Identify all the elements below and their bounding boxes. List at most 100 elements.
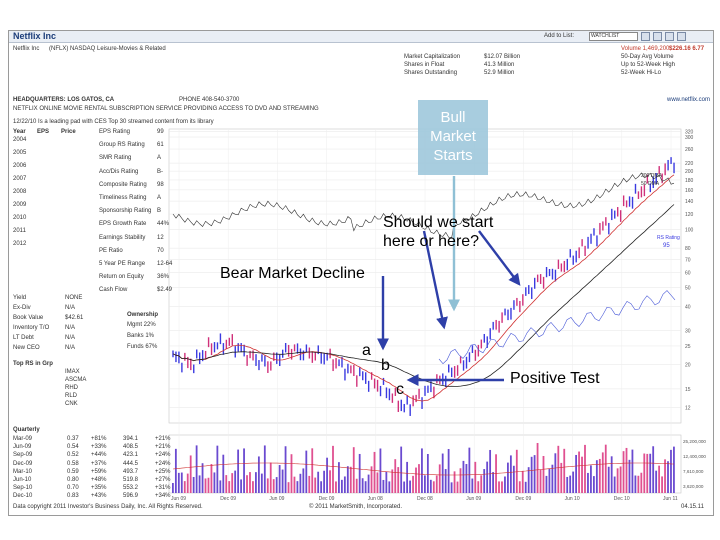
volume-bar (332, 445, 334, 493)
volume-bar (198, 475, 201, 493)
volume-bar (462, 460, 465, 493)
year-table-header: Price (61, 129, 76, 135)
volume-bar (364, 481, 367, 493)
volume-bar (320, 481, 323, 493)
volume-bar (382, 479, 385, 493)
volume-bar (545, 475, 548, 493)
footer-right: 04.15.11 (681, 504, 704, 510)
volume-bar (394, 459, 397, 493)
quarter-sales-change: +24% (155, 460, 171, 467)
volume-bar (625, 447, 628, 493)
volume-bar (592, 476, 595, 493)
volume-bar (272, 479, 275, 493)
volume-bar (361, 478, 364, 493)
quarter-eps-change: +44% (91, 452, 107, 459)
rating-label: Group RS Rating (99, 142, 145, 149)
time-tick-label: Jun 09 (466, 496, 481, 502)
quarter-sales: 423.1 (123, 452, 139, 459)
volume-bar (370, 466, 373, 493)
fundamental-label: New CEO (13, 345, 40, 351)
rating-value: 98 (157, 181, 164, 188)
list-select[interactable]: WATCHLIST (589, 32, 638, 41)
quarter-sales: 596.9 (123, 493, 139, 500)
ownership-item: Funds 67% (127, 344, 158, 350)
fundamental-label: Ex-Div (13, 305, 31, 311)
fundamental-label: Book Value (13, 315, 44, 321)
rating-value: $2.49 (157, 287, 173, 294)
stat-mid-2: 52.9 Million (484, 70, 515, 76)
volume-bar (263, 445, 266, 493)
quarter-eps-change: +37% (91, 460, 107, 467)
volume-bar (527, 467, 530, 493)
question-arrow-right (478, 230, 521, 286)
point-b-label: b (381, 357, 390, 374)
year-table-row: 2011 (13, 228, 26, 234)
volume-bar (403, 481, 406, 493)
rating-value: 12 (157, 234, 164, 241)
year-table-row: 2012 (13, 241, 27, 247)
volume-bar (661, 476, 663, 493)
volume-bar (299, 473, 302, 493)
volume-bar (415, 467, 417, 493)
rating-label: EPS Rating (99, 129, 131, 135)
website-link[interactable]: www.netflix.com (667, 97, 711, 103)
quarter-eps: 0.80 (67, 477, 79, 483)
volume-bar (548, 468, 551, 493)
rating-value: 12-64 (157, 261, 173, 267)
volume-bar (284, 446, 287, 493)
positive-test-annotation: Positive Test (510, 370, 600, 387)
quarter-sales: 493.7 (123, 468, 139, 475)
time-tick-label: Dec 09 (220, 496, 236, 502)
rating-value: B (157, 208, 162, 215)
question-arrow-left (422, 230, 448, 330)
group-symbol: CNK (65, 401, 78, 407)
group-title: Top RS in Grp (13, 361, 53, 367)
volume-bar (563, 448, 566, 493)
volume-bar (177, 472, 180, 493)
settings-icon[interactable] (665, 32, 674, 41)
volume-bar (275, 477, 278, 493)
price-tick-label: 180 (685, 178, 694, 184)
volume-bar (352, 447, 355, 493)
volume-bar (649, 453, 652, 493)
volume-bar (637, 475, 640, 493)
group-symbol: IMAX (65, 369, 80, 375)
print-icon[interactable] (641, 32, 650, 41)
zoom-icon[interactable] (653, 32, 662, 41)
relative-strength-line (172, 172, 675, 238)
quarter-eps-change: +33% (91, 444, 107, 451)
volume-bar (581, 456, 583, 493)
volume-bar (607, 466, 610, 493)
volume-bar (246, 475, 248, 493)
volume-bar (610, 456, 613, 493)
volume-bar (658, 465, 661, 493)
group-symbol: RHD (65, 385, 78, 391)
time-tick-label: Jun 10 (565, 496, 580, 502)
volume-bar (432, 481, 435, 493)
volume-bar (252, 481, 254, 493)
volume-bar (575, 454, 577, 493)
rating-value: B- (157, 168, 163, 175)
volume-bar (616, 468, 619, 493)
volume-bar (429, 479, 432, 493)
rating-value: 70 (157, 247, 164, 254)
volume-bar (670, 449, 672, 493)
headquarters: HEADQUARTERS: LOS GATOS, CA (13, 97, 115, 103)
help-icon[interactable] (677, 32, 686, 41)
volume-bar (340, 479, 343, 493)
quarter-eps: 0.52 (67, 452, 79, 459)
volume-bar (412, 475, 414, 493)
volume-bar (512, 465, 515, 493)
rating-label: Cash Flow (99, 287, 128, 294)
fifty-day-ma-line (172, 174, 675, 402)
volume-bar (456, 481, 459, 493)
fundamental-label: Yield (13, 295, 27, 301)
volume-bar (501, 481, 503, 493)
volume-bar (450, 482, 453, 493)
volume-bar (622, 451, 625, 493)
volume-bar (397, 467, 400, 493)
volume-bar (521, 471, 524, 493)
year-table-row: 2006 (13, 163, 27, 169)
volume-bar (524, 481, 527, 493)
volume-tick-label: 25,200,000 (683, 439, 706, 444)
